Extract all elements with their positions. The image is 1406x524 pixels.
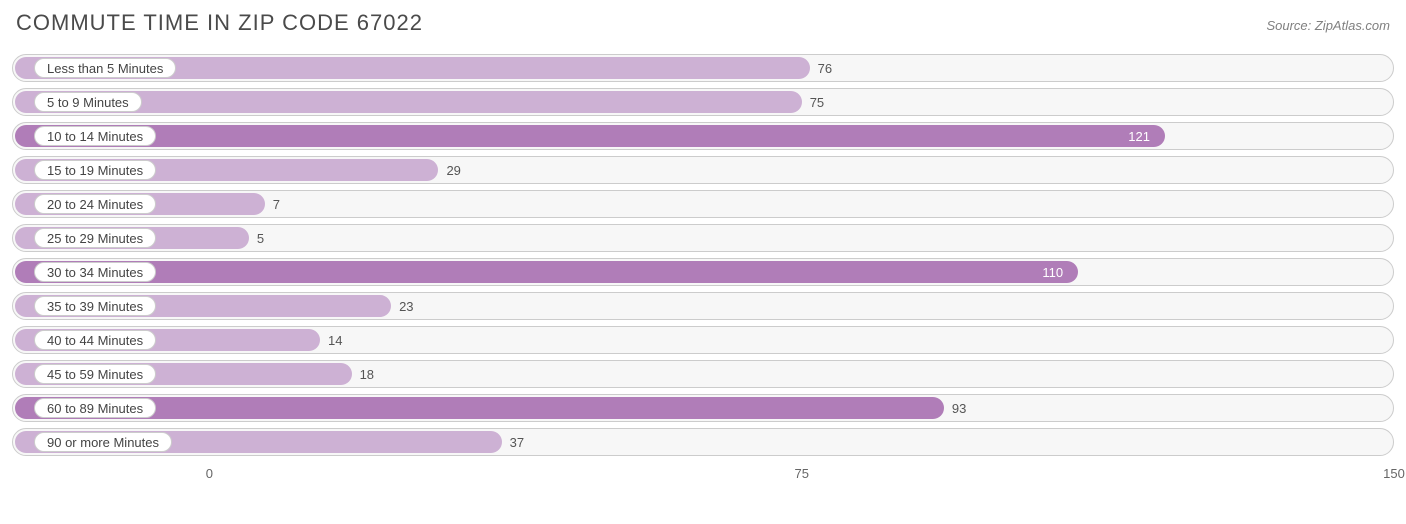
chart-header: COMMUTE TIME IN ZIP CODE 67022 Source: Z… [12,10,1394,36]
value-label: 110 [15,258,1075,286]
bar-row: 30 to 34 Minutes110 [12,258,1394,286]
value-label: 37 [502,428,524,456]
category-label: 5 to 9 Minutes [34,92,142,112]
bar-row: 25 to 29 Minutes 5 [12,224,1394,252]
bar-row: 45 to 59 Minutes 18 [12,360,1394,388]
bar-row: 20 to 24 Minutes 7 [12,190,1394,218]
bar-row: 40 to 44 Minutes 14 [12,326,1394,354]
chart-source: Source: ZipAtlas.com [1266,18,1390,33]
bar-row: 60 to 89 Minutes 93 [12,394,1394,422]
x-axis-tick: 150 [1383,466,1405,481]
bar-row: Less than 5 Minutes 76 [12,54,1394,82]
value-label: 93 [944,394,966,422]
value-label: 76 [810,54,832,82]
value-label: 29 [438,156,460,184]
value-label: 14 [320,326,342,354]
value-label: 18 [352,360,374,388]
category-label: 35 to 39 Minutes [34,296,156,316]
bar-row: 90 or more Minutes 37 [12,428,1394,456]
category-label: 60 to 89 Minutes [34,398,156,418]
x-axis: 075150 [12,462,1394,486]
category-label: 40 to 44 Minutes [34,330,156,350]
value-label: 121 [15,122,1162,150]
source-name: ZipAtlas.com [1315,18,1390,33]
category-label: 15 to 19 Minutes [34,160,156,180]
value-label: 7 [265,190,280,218]
value-label: 5 [249,224,264,252]
bar-chart: Less than 5 Minutes 76 5 to 9 Minutes 75 10 … [12,54,1394,486]
x-axis-tick: 75 [794,466,808,481]
value-label: 23 [391,292,413,320]
category-label: 90 or more Minutes [34,432,172,452]
category-label: Less than 5 Minutes [34,58,176,78]
x-axis-tick: 0 [206,466,213,481]
chart-title: COMMUTE TIME IN ZIP CODE 67022 [16,10,423,36]
bar-row: 10 to 14 Minutes121 [12,122,1394,150]
bar-row: 5 to 9 Minutes 75 [12,88,1394,116]
bar-row: 35 to 39 Minutes 23 [12,292,1394,320]
bar-row: 15 to 19 Minutes 29 [12,156,1394,184]
category-label: 25 to 29 Minutes [34,228,156,248]
value-label: 75 [802,88,824,116]
category-label: 45 to 59 Minutes [34,364,156,384]
category-label: 20 to 24 Minutes [34,194,156,214]
source-prefix: Source: [1266,18,1314,33]
